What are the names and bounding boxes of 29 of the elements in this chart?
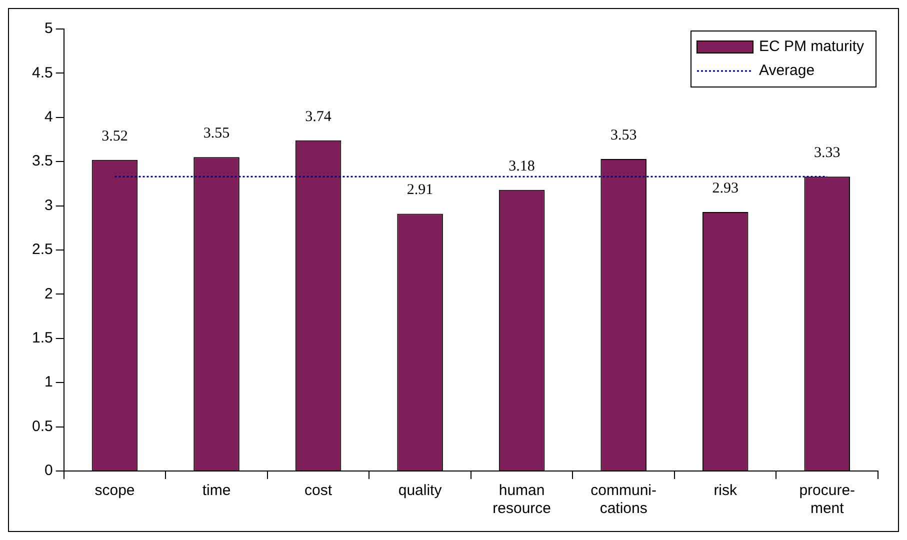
- y-tick-label: 5: [44, 20, 53, 38]
- y-tick-label: 2: [44, 285, 53, 302]
- y-tick-label: 2.5: [32, 241, 53, 258]
- x-tick-label: risk: [714, 482, 738, 500]
- data-label: 3.33: [814, 145, 840, 162]
- x-tick-label: communi- cations: [590, 482, 657, 518]
- x-tick-label: quality: [398, 482, 442, 500]
- x-tick-label: procure- ment: [799, 482, 856, 518]
- y-tick-label: 1: [44, 374, 53, 391]
- data-label: 3.53: [610, 127, 637, 144]
- y-tick-label: 4: [44, 108, 53, 126]
- y-tick-label: 0: [44, 462, 53, 480]
- legend-label: Average: [758, 62, 815, 80]
- y-tick-label: 4.5: [32, 64, 53, 82]
- data-label: 2.91: [406, 182, 434, 198]
- x-tick-label: cost: [304, 482, 333, 500]
- y-tick-label: 3.5: [32, 152, 53, 170]
- data-label: 3.52: [102, 128, 128, 144]
- data-label: 2.93: [712, 180, 738, 196]
- y-tick-label: 3: [44, 196, 53, 214]
- legend-label: EC PM maturity: [758, 38, 864, 56]
- y-tick-label: 0.5: [32, 418, 53, 435]
- data-label: 3.55: [203, 126, 230, 142]
- data-label: 3.74: [305, 108, 332, 125]
- x-tick-label: human resource: [492, 482, 551, 518]
- data-label: 3.18: [508, 158, 535, 174]
- x-tick-label: scope: [94, 482, 135, 500]
- x-tick-label: time: [202, 482, 231, 500]
- y-tick-label: 1.5: [32, 330, 53, 347]
